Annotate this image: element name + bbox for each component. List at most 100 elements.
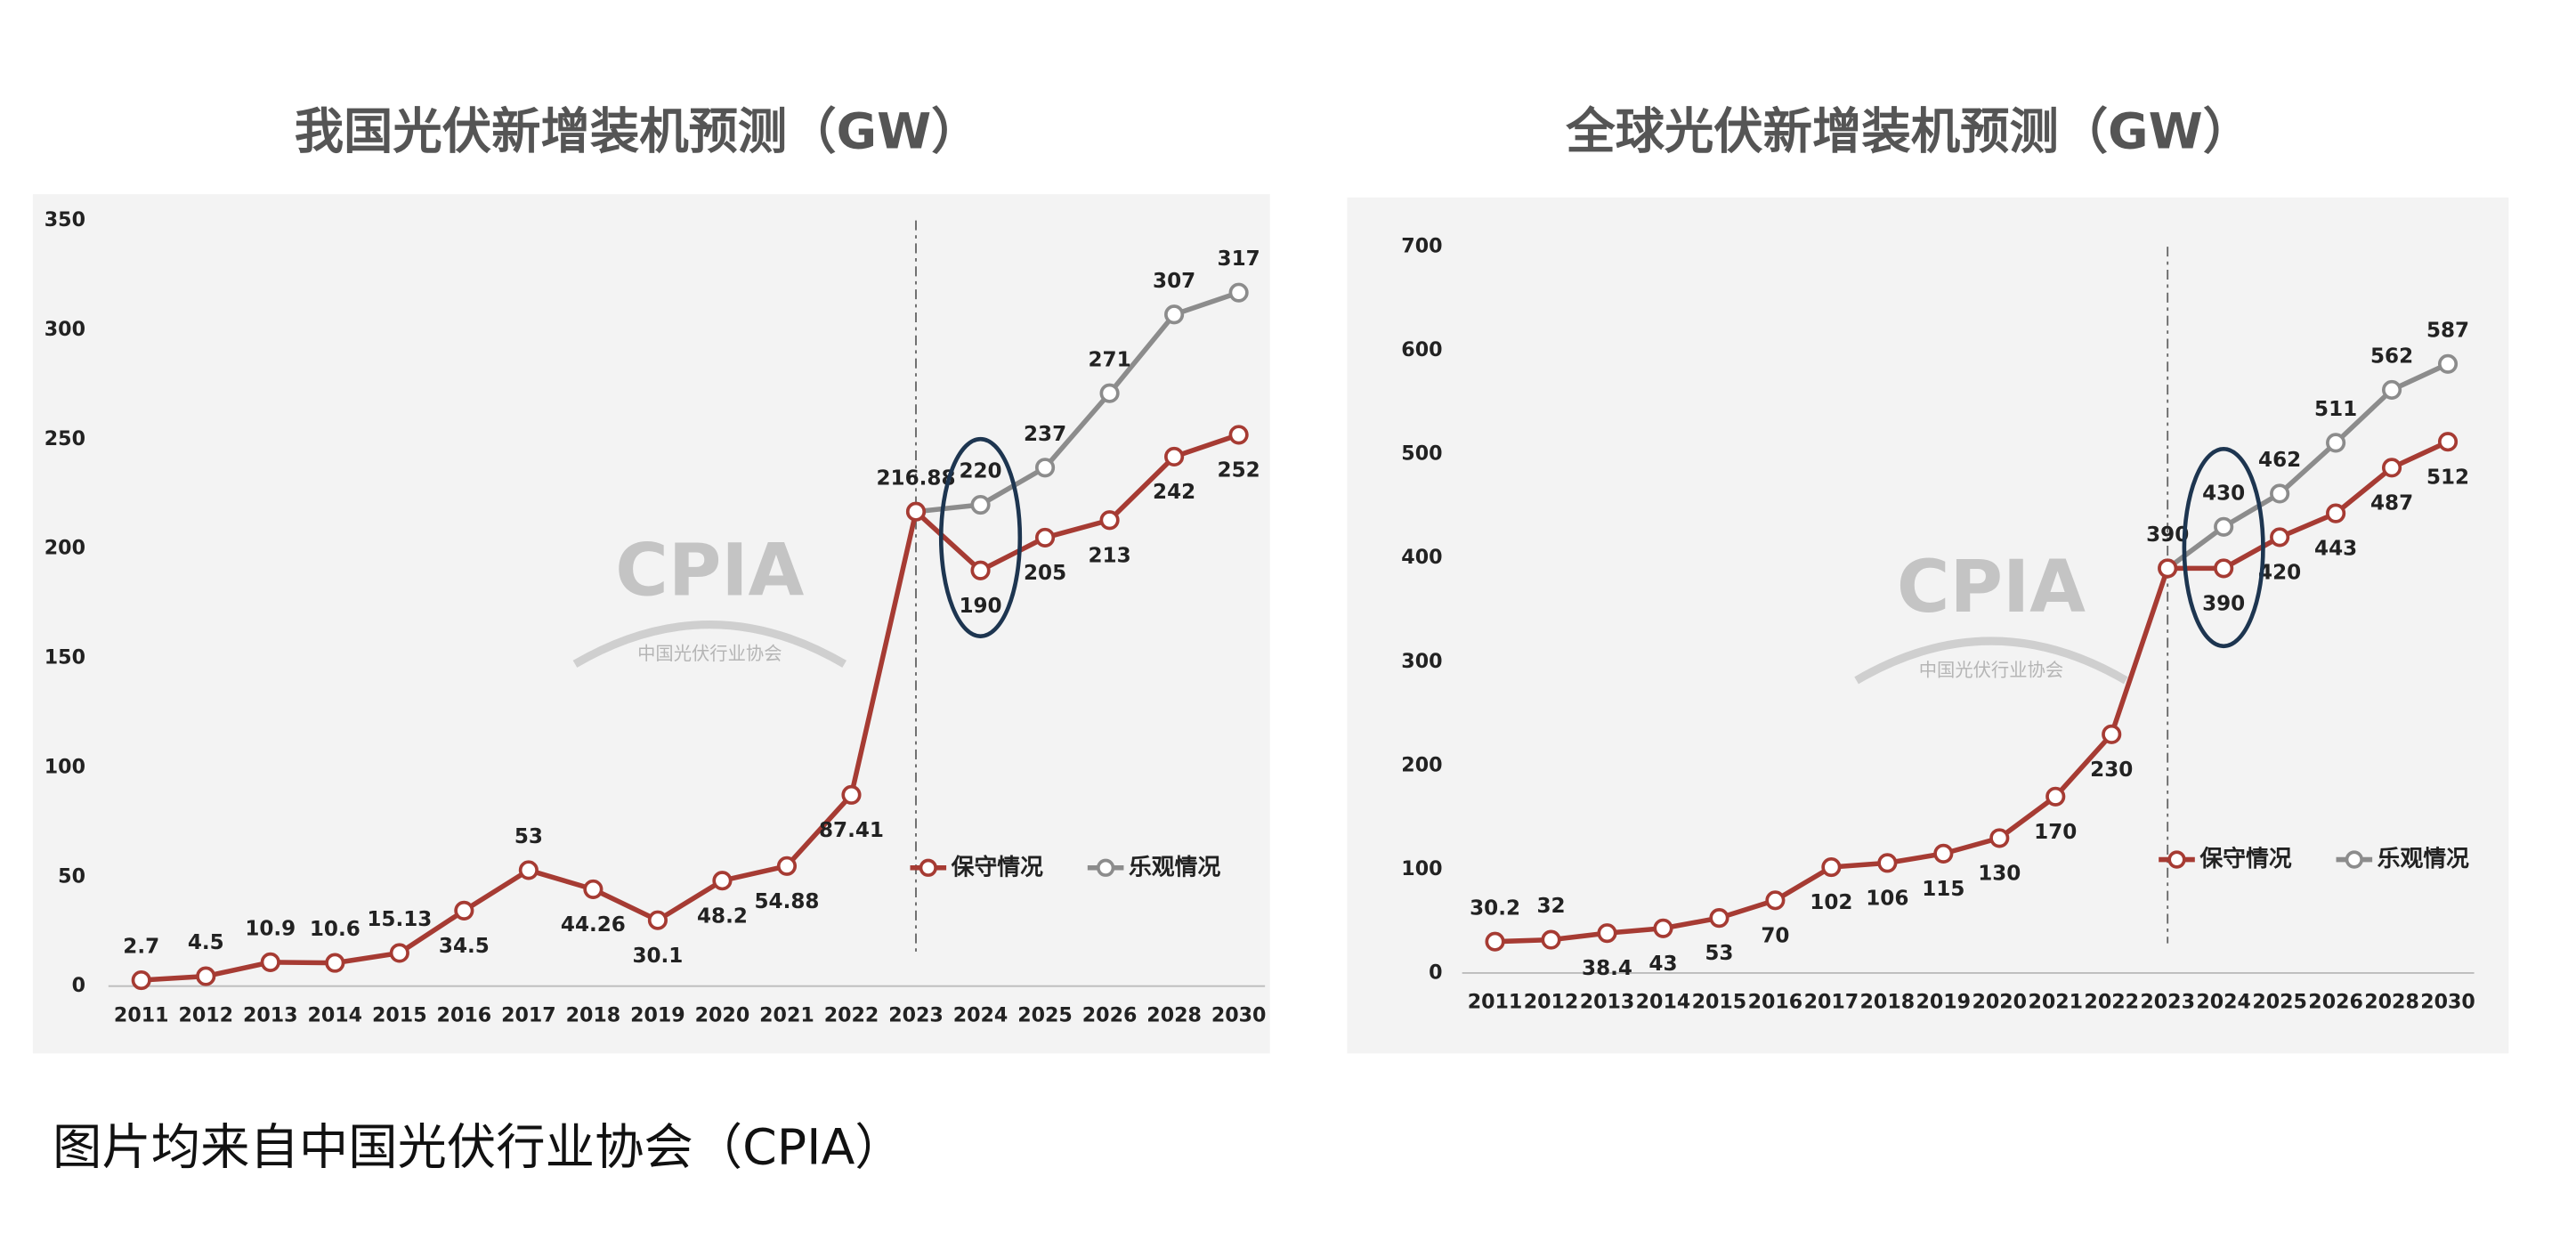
data-label: 102 bbox=[1810, 891, 1852, 914]
legend-label: 乐观情况 bbox=[1129, 854, 1220, 880]
watermark-subtitle: 中国光伏行业协会 bbox=[637, 643, 782, 664]
x-tick-label: 2030 bbox=[1211, 1003, 1267, 1026]
marker bbox=[2214, 558, 2234, 579]
data-label: 562 bbox=[2370, 345, 2413, 369]
data-label: 487 bbox=[2370, 491, 2413, 515]
x-tick-label: 2018 bbox=[566, 1003, 621, 1026]
x-tick-label: 2011 bbox=[114, 1003, 169, 1026]
data-label: 34.5 bbox=[439, 935, 490, 958]
marker bbox=[1164, 446, 1185, 467]
marker bbox=[2326, 503, 2346, 523]
data-label: 252 bbox=[1218, 459, 1260, 483]
data-label: 390 bbox=[2146, 523, 2189, 547]
marker bbox=[454, 900, 474, 921]
data-label: 15.13 bbox=[367, 908, 432, 931]
legend-label: 保守情况 bbox=[2199, 845, 2291, 872]
y-tick-label: 300 bbox=[45, 318, 85, 341]
x-tick-label: 2011 bbox=[1468, 991, 1523, 1014]
x-tick-label: 2025 bbox=[1017, 1003, 1073, 1026]
data-label: 512 bbox=[2426, 466, 2469, 489]
watermark: CPIA bbox=[615, 530, 804, 613]
y-tick-label: 250 bbox=[45, 427, 85, 450]
y-tick-label: 100 bbox=[1401, 857, 1442, 880]
x-tick-label: 2020 bbox=[695, 1003, 750, 1026]
x-tick-label: 2013 bbox=[1580, 991, 1635, 1014]
marker bbox=[2381, 379, 2402, 401]
y-tick-label: 0 bbox=[1429, 961, 1442, 984]
y-tick-label: 200 bbox=[45, 537, 85, 560]
y-tick-label: 100 bbox=[45, 755, 85, 778]
data-label: 54.88 bbox=[754, 890, 819, 913]
watermark-arc bbox=[1854, 637, 2128, 685]
marker bbox=[2102, 724, 2122, 744]
marker bbox=[1099, 510, 1120, 531]
chart-title: 全球光伏新增装机预测（GW） bbox=[1565, 104, 2252, 161]
data-label: 170 bbox=[2034, 821, 2077, 844]
x-tick-label: 2025 bbox=[2252, 991, 2307, 1014]
x-tick-label: 2022 bbox=[2084, 991, 2139, 1014]
marker bbox=[1164, 304, 1185, 325]
highlight bbox=[2182, 447, 2265, 649]
marker bbox=[583, 879, 603, 899]
marker bbox=[1034, 527, 1056, 548]
marker bbox=[841, 784, 862, 805]
marker bbox=[1765, 890, 1786, 911]
x-tick-label: 2019 bbox=[1916, 991, 1972, 1014]
data-label: 87.41 bbox=[819, 819, 884, 842]
x-tick-label: 2016 bbox=[437, 1003, 492, 1026]
marker bbox=[2270, 527, 2290, 548]
marker bbox=[2270, 483, 2290, 504]
watermark: CPIA bbox=[1897, 546, 2086, 629]
marker bbox=[196, 966, 216, 986]
marker bbox=[1653, 918, 1673, 938]
marker bbox=[389, 943, 409, 963]
data-label: 43 bbox=[1648, 953, 1677, 976]
marker bbox=[1933, 843, 1954, 864]
x-tick-label: 2014 bbox=[308, 1003, 363, 1026]
x-tick-label: 2012 bbox=[1524, 991, 1579, 1014]
data-label: 10.9 bbox=[245, 917, 296, 940]
legend-label: 保守情况 bbox=[951, 853, 1043, 880]
y-tick-label: 400 bbox=[1401, 546, 1442, 569]
y-tick-label: 50 bbox=[58, 864, 85, 888]
data-label: 130 bbox=[1978, 862, 2021, 885]
x-tick-label: 2026 bbox=[2308, 991, 2363, 1014]
x-tick-label: 2024 bbox=[2196, 991, 2251, 1014]
data-label: 10.6 bbox=[310, 918, 360, 941]
x-tick-label: 2024 bbox=[953, 1003, 1009, 1026]
x-tick-label: 2022 bbox=[824, 1003, 879, 1026]
data-label: 213 bbox=[1089, 544, 1131, 567]
data-label: 317 bbox=[1218, 247, 1260, 271]
x-tick-label: 2019 bbox=[630, 1003, 685, 1026]
data-label: 462 bbox=[2258, 449, 2301, 472]
marker bbox=[2437, 353, 2459, 374]
x-tick-label: 2020 bbox=[1972, 991, 2027, 1014]
marker bbox=[260, 952, 280, 972]
marker bbox=[905, 501, 927, 522]
data-label: 38.4 bbox=[1582, 957, 1632, 980]
data-label: 53 bbox=[514, 825, 543, 848]
x-tick-label: 2028 bbox=[2364, 991, 2419, 1014]
data-label: 430 bbox=[2202, 482, 2245, 505]
data-label: 32 bbox=[1536, 895, 1565, 918]
data-label: 420 bbox=[2258, 562, 2301, 585]
legend-label: 乐观情况 bbox=[2378, 846, 2469, 872]
y-tick-label: 150 bbox=[45, 646, 85, 669]
marker bbox=[131, 969, 151, 991]
x-tick-label: 2014 bbox=[1636, 991, 1691, 1014]
marker bbox=[518, 860, 539, 880]
data-label: 205 bbox=[1024, 562, 1066, 585]
footer: 图片均来自中国光伏行业协会（CPIA） bbox=[53, 1119, 904, 1176]
marker bbox=[2381, 458, 2402, 478]
marker bbox=[2158, 558, 2178, 579]
data-label: 511 bbox=[2314, 398, 2357, 421]
x-tick-label: 2023 bbox=[888, 1003, 944, 1026]
line bbox=[915, 290, 1240, 515]
data-label: 216.88 bbox=[877, 466, 956, 490]
legend-marker bbox=[2345, 850, 2363, 869]
panel bbox=[32, 194, 1270, 1054]
data-label: 230 bbox=[2090, 758, 2133, 782]
marker bbox=[1485, 931, 1505, 952]
marker bbox=[1034, 458, 1056, 478]
